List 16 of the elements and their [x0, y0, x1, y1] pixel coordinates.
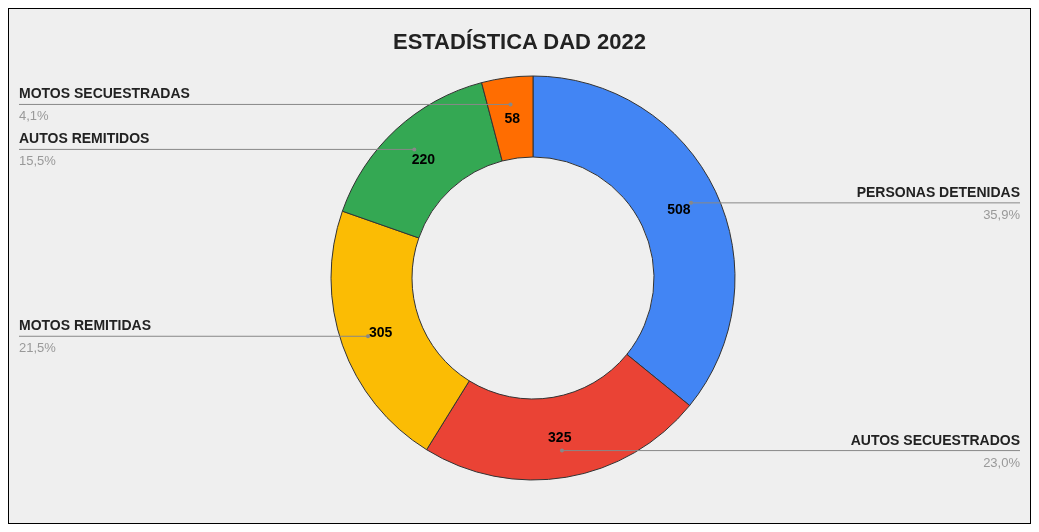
slice-label: PERSONAS DETENIDAS — [856, 183, 1020, 200]
chart-title: ESTADÍSTICA DAD 2022 — [391, 29, 648, 55]
text: 15,5% — [19, 153, 56, 169]
data-label: 220 — [411, 151, 436, 168]
slice-label: AUTOS SECUESTRADOS — [850, 431, 1020, 448]
slice-label: MOTOS SECUESTRADAS — [19, 85, 190, 102]
data-label: 508 — [667, 200, 691, 217]
text: 21,5% — [19, 340, 56, 356]
data-label: 305 — [369, 323, 393, 340]
text: 4,1% — [19, 108, 49, 124]
slice-label: AUTOS REMITIDOS — [19, 130, 150, 147]
data-label: 58 — [504, 109, 521, 126]
data-label: 325 — [548, 429, 572, 446]
text: 35,9% — [983, 206, 1020, 222]
text: 23,0% — [983, 454, 1020, 470]
slice-label: MOTOS REMITIDAS — [19, 317, 151, 334]
